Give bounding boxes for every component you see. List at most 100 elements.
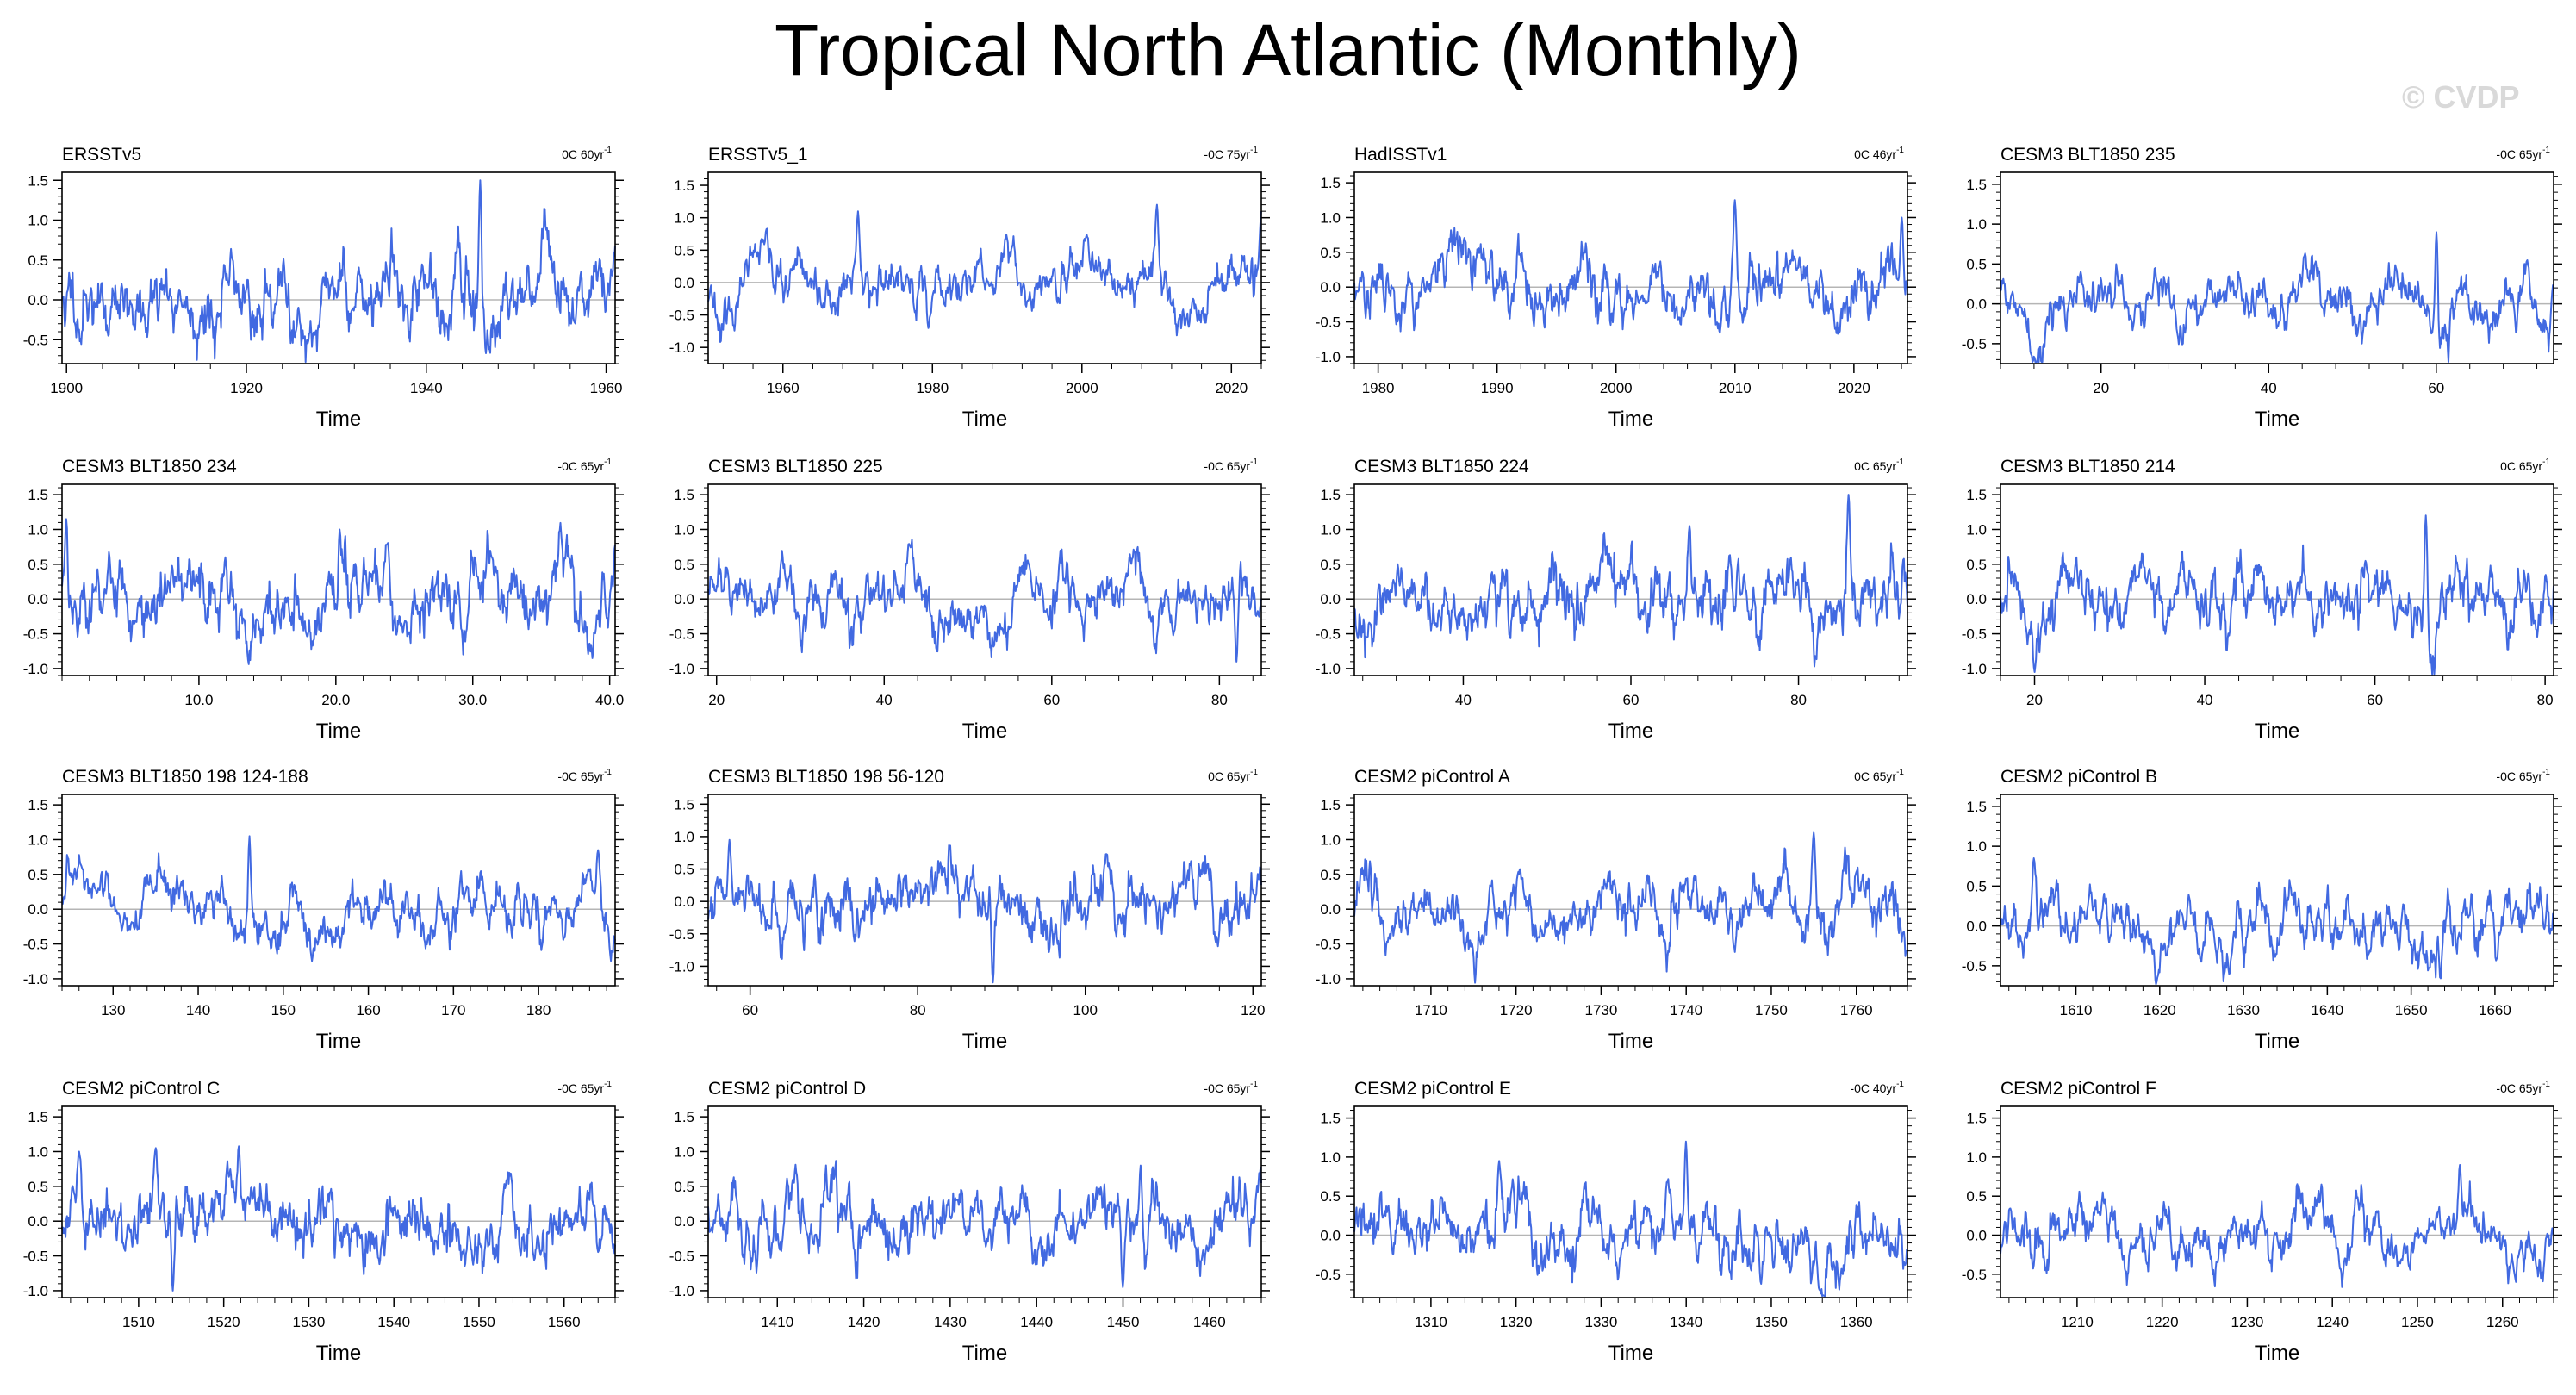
x-tick-label: 1310: [1415, 1314, 1447, 1330]
y-tick-label: 1.0: [1966, 1149, 1987, 1166]
y-tick-label: -1.0: [669, 1283, 694, 1299]
y-tick-label: 1.0: [674, 210, 694, 227]
x-tick-label: 1960: [590, 380, 623, 396]
x-tick-label: 1740: [1670, 1002, 1702, 1018]
x-tick-label: 1340: [1670, 1314, 1702, 1330]
chart-panel: ERSSTv5_1 -0C 75yr-1 -1.0 -0.5 0.0 0.5 1.0 1.5 1…: [669, 145, 1270, 431]
y-tick-label: 0.5: [1966, 256, 1987, 272]
x-axis-label: Time: [316, 719, 361, 743]
y-tick-label: 1.5: [28, 172, 48, 189]
trend-label: -0C 65yr-1: [1204, 458, 1258, 473]
data-series-line: [707, 539, 1262, 663]
data-series-line: [2000, 231, 2554, 364]
x-tick-label: 40.0: [595, 692, 624, 708]
x-tick-label: 60: [2367, 692, 2383, 708]
y-tick-label: -1.0: [23, 971, 48, 987]
data-series-line: [61, 1145, 616, 1292]
plot-frame: [61, 794, 616, 987]
y-tick-label: 1.0: [28, 213, 48, 229]
x-tick-label: 1230: [2231, 1314, 2264, 1330]
trend-label: -0C 40yr-1: [1850, 1080, 1904, 1095]
x-tick-label: 40: [2261, 380, 2277, 396]
y-tick-label: -0.5: [669, 626, 694, 643]
x-tick-label: 20: [2093, 380, 2109, 396]
chart-panel: ERSSTv5 0C 60yr-1 -0.5 0.0 0.5 1.0 1.5 1900 1920…: [23, 145, 624, 431]
y-tick-label: 1.0: [1966, 521, 1987, 538]
plot-frame: [1353, 1105, 1908, 1298]
y-tick-label: 1.5: [1966, 1111, 1987, 1127]
y-tick-label: 1.0: [1320, 1149, 1341, 1166]
y-tick-label: 0.5: [674, 1179, 694, 1195]
x-tick-label: 1650: [2395, 1002, 2428, 1018]
panel-title: CESM2 piControl A: [1354, 767, 1510, 787]
y-tick-label: 0.5: [28, 1179, 48, 1195]
x-tick-label: 1990: [1481, 380, 1514, 396]
plot-frame: [2000, 794, 2554, 987]
y-tick-label: -0.5: [669, 926, 694, 943]
x-tick-label: 1560: [548, 1314, 581, 1330]
y-tick-label: -1.0: [669, 661, 694, 677]
x-tick-label: 1710: [1415, 1002, 1447, 1018]
y-tick-label: 0.5: [1966, 878, 1987, 894]
x-tick-label: 1350: [1755, 1314, 1788, 1330]
y-tick-label: 1.0: [674, 521, 694, 538]
y-tick-label: 1.0: [1320, 831, 1341, 848]
trend-label: 0C 65yr-1: [1854, 458, 1904, 473]
y-tick-label: -0.5: [23, 332, 48, 348]
x-axis-label: Time: [1608, 719, 1653, 743]
trend-label: 0C 65yr-1: [1208, 768, 1258, 783]
y-tick-label: 1.0: [1320, 521, 1341, 538]
x-tick-label: 1450: [1107, 1314, 1140, 1330]
x-tick-label: 1260: [2486, 1314, 2519, 1330]
y-tick-label: -0.5: [1316, 626, 1341, 643]
y-tick-label: 0.5: [28, 867, 48, 883]
chart-panel: CESM3 BLT1850 235 -0C 65yr-1 -0.5 0.0 0.5 1.0…: [1962, 145, 2562, 431]
y-tick-label: 1.5: [1966, 799, 1987, 815]
y-tick-label: -0.5: [1962, 626, 1987, 643]
trend-label: 0C 65yr-1: [2500, 458, 2550, 473]
plot-frame: [61, 483, 616, 676]
y-tick-label: -1.0: [1316, 661, 1341, 677]
data-series-line: [2000, 857, 2554, 986]
panel-title: ERSSTv5_1: [708, 145, 808, 165]
y-tick-label: 1.0: [28, 521, 48, 538]
x-tick-label: 130: [101, 1002, 125, 1018]
x-tick-label: 1750: [1755, 1002, 1788, 1018]
x-tick-label: 180: [526, 1002, 551, 1018]
chart-panel: CESM2 piControl D -0C 65yr-1 -1.0 -0.5 0.0 0.…: [669, 1079, 1270, 1365]
x-tick-label: 1520: [208, 1314, 240, 1330]
chart-panel: CESM2 piControl E -0C 40yr-1 -0.5 0.0 0.5 1.0…: [1316, 1079, 1916, 1365]
x-tick-label: 1460: [1193, 1314, 1226, 1330]
y-tick-label: -1.0: [1316, 349, 1341, 365]
y-tick-label: 0.0: [674, 275, 694, 291]
trend-label: -0C 75yr-1: [1204, 146, 1258, 161]
x-axis-label: Time: [316, 408, 361, 431]
x-tick-label: 1220: [2146, 1314, 2179, 1330]
x-tick-label: 60: [1043, 692, 1060, 708]
plot-frame: [2000, 171, 2554, 364]
y-tick-label: 0.0: [1966, 591, 1987, 607]
chart-panel: CESM3 BLT1850 224 0C 65yr-1 -1.0 -0.5 0.0 0.5…: [1316, 457, 1916, 743]
x-tick-label: 1940: [410, 380, 443, 396]
x-tick-label: 2010: [1719, 380, 1752, 396]
chart-panel: CESM2 piControl B -0C 65yr-1 -0.5 0.0 0.5 1.0…: [1962, 767, 2562, 1053]
trend-label: 0C 65yr-1: [1854, 768, 1904, 783]
x-tick-label: 60: [2428, 380, 2444, 396]
x-tick-label: 1730: [1585, 1002, 1618, 1018]
y-tick-label: 0.0: [674, 1213, 694, 1230]
x-tick-label: 1330: [1585, 1314, 1618, 1330]
x-tick-label: 1440: [1020, 1314, 1053, 1330]
data-series-line: [1353, 831, 1908, 984]
x-tick-label: 40: [1455, 692, 1472, 708]
x-tick-label: 150: [271, 1002, 296, 1018]
trend-label: 0C 46yr-1: [1854, 146, 1904, 161]
x-tick-label: 80: [910, 1002, 926, 1018]
chart-panel: CESM3 BLT1850 225 -0C 65yr-1 -1.0 -0.5 0.0 0.…: [669, 457, 1270, 743]
y-tick-label: 1.0: [674, 829, 694, 845]
x-tick-label: 1960: [767, 380, 800, 396]
panel-title: CESM2 piControl D: [708, 1079, 866, 1099]
x-tick-label: 1640: [2311, 1002, 2343, 1018]
y-tick-label: 1.5: [28, 797, 48, 813]
y-tick-label: -1.0: [669, 958, 694, 975]
data-series-line: [2000, 514, 2554, 676]
